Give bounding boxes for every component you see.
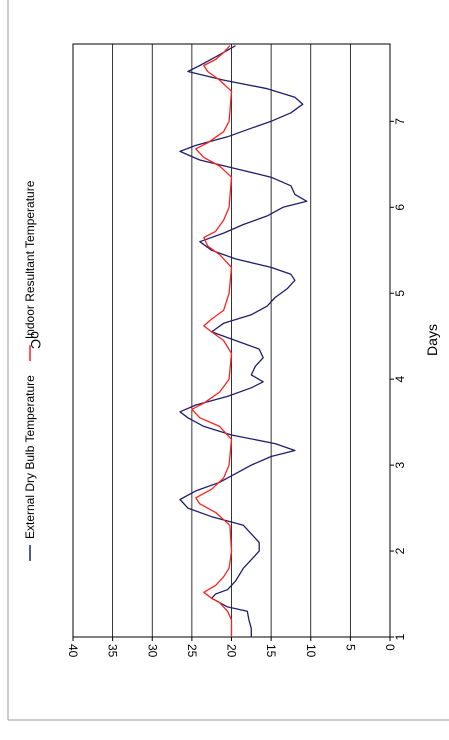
y-tick-label: 20 — [225, 644, 239, 658]
legend-label-indoor-resultant: Indoor Resultant Temperature — [23, 180, 37, 339]
series-layer — [179, 45, 308, 637]
y-tick-label: 30 — [145, 644, 159, 658]
x-tick-label: 3 — [393, 461, 407, 468]
y-axis-ticks: 0 5 10 15 20 25 30 35 40 — [66, 637, 397, 658]
gridlines — [112, 44, 351, 637]
y-tick-label: 0 — [383, 644, 397, 651]
legend-label-external-dry-bulb: External Dry Bulb Temperature — [23, 375, 37, 539]
y-tick-label: 15 — [264, 644, 278, 658]
y-tick-label: 40 — [66, 644, 80, 658]
x-axis-ticks: 1 2 3 4 5 6 7 — [390, 118, 407, 640]
series-line-indoor-resultant — [191, 45, 233, 637]
x-tick-label: 7 — [393, 118, 407, 125]
x-tick-label: 5 — [393, 290, 407, 297]
x-tick-label: 4 — [393, 376, 407, 383]
y-tick-label: 10 — [304, 644, 318, 658]
x-tick-label: 2 — [393, 547, 407, 554]
y-tick-label: 25 — [185, 644, 199, 658]
x-tick-label: 1 — [393, 633, 407, 640]
y-tick-label: 35 — [106, 644, 120, 658]
y-tick-label: 5 — [343, 644, 357, 651]
y-axis-title: oC — [28, 331, 44, 349]
legend: External Dry Bulb Temperature Indoor Resu… — [23, 180, 37, 561]
x-axis-title: Days — [424, 324, 440, 356]
series-line-external-dry-bulb — [179, 45, 308, 637]
x-tick-label: 6 — [393, 204, 407, 211]
